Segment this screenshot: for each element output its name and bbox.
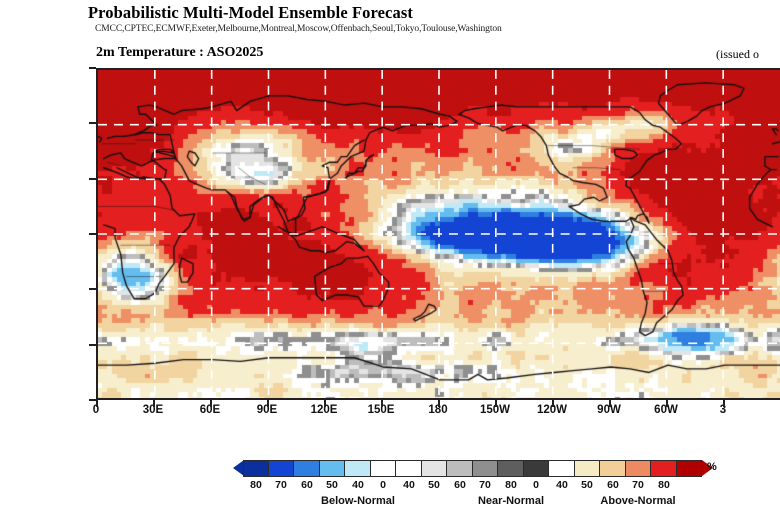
colorbar-tick-label: 0 xyxy=(533,479,539,491)
colorbar-tick-label: 70 xyxy=(275,479,287,491)
longitude-tick-mark xyxy=(153,400,155,407)
colorbar-swatch[interactable] xyxy=(549,460,575,477)
colorbar-group-label: Above-Normal xyxy=(600,495,676,507)
colorbar-tick-label: 60 xyxy=(454,479,466,491)
colorbar-swatch[interactable] xyxy=(370,460,396,477)
colorbar-swatch[interactable] xyxy=(600,460,626,477)
colorbar-tick-label: 50 xyxy=(326,479,338,491)
longitude-tick-mark xyxy=(723,400,725,407)
longitude-tick-label: 150W xyxy=(479,404,511,416)
latitude-tick-mark xyxy=(89,233,96,235)
colorbar-swatch[interactable] xyxy=(472,460,498,477)
colorbar-tick-label: 80 xyxy=(505,479,517,491)
colorbar-swatch[interactable] xyxy=(243,460,269,477)
colorbar-swatch[interactable] xyxy=(294,460,320,477)
colorbar-tick-label: 50 xyxy=(428,479,440,491)
colorbar-tick-label: 0 xyxy=(380,479,386,491)
colorbar-left-arrow xyxy=(233,460,244,476)
longitude-tick-label: 150E xyxy=(367,404,395,416)
colorbar-swatch[interactable] xyxy=(651,460,677,477)
probability-colorbar[interactable]: % 80 70 60 50 40 0 40 50 60 70 80 0 40 50 60 70 80 Below-… xyxy=(0,455,780,515)
longitude-tick-mark xyxy=(438,400,440,407)
longitude-tick-label: 120E xyxy=(310,404,338,416)
longitude-tick-label: 180 xyxy=(428,404,448,416)
world-map-plot[interactable] xyxy=(96,68,780,400)
colorbar-tick-label: 70 xyxy=(479,479,491,491)
colorbar-group-label: Below-Normal xyxy=(321,495,395,507)
latitude-tick-mark xyxy=(89,288,96,291)
colorbar-swatch[interactable] xyxy=(421,460,447,477)
latitude-tick-mark xyxy=(89,399,96,401)
colorbar-tick-label: 70 xyxy=(632,479,644,491)
longitude-tick-label: 3 xyxy=(719,404,727,416)
percent-unit-label: % xyxy=(707,461,717,473)
longitude-tick-label: 60E xyxy=(199,404,221,416)
longitude-tick-label: 30E xyxy=(142,404,164,416)
colorbar-swatch[interactable] xyxy=(345,460,371,477)
colorbar-swatches[interactable] xyxy=(243,460,702,477)
longitude-tick-label: 90W xyxy=(597,404,621,416)
colorbar-tick-label: 40 xyxy=(403,479,415,491)
colorbar-tick-label: 40 xyxy=(352,479,364,491)
latitude-tick-mark xyxy=(89,343,96,346)
probability-heatmap xyxy=(98,70,780,398)
colorbar-swatch[interactable] xyxy=(447,460,473,477)
colorbar-swatch[interactable] xyxy=(574,460,600,477)
longitude-tick-mark xyxy=(96,400,98,407)
longitude-tick-mark xyxy=(267,400,269,407)
contributing-centers-label: CMCC,CPTEC,ECMWF,Exeter,Melbourne,Montre… xyxy=(95,24,502,34)
colorbar-tick-label: 50 xyxy=(581,479,593,491)
longitude-tick-mark xyxy=(381,400,383,407)
colorbar-swatch[interactable] xyxy=(523,460,549,477)
latitude-tick-mark xyxy=(89,67,96,69)
longitude-tick-label: 90E xyxy=(256,404,278,416)
colorbar-swatch[interactable] xyxy=(498,460,524,477)
longitude-tick-mark xyxy=(495,400,497,407)
longitude-tick-mark xyxy=(552,400,554,407)
colorbar-tick-label: 80 xyxy=(658,479,670,491)
colorbar-swatch[interactable] xyxy=(625,460,651,477)
colorbar-swatch[interactable] xyxy=(396,460,422,477)
longitude-tick-mark xyxy=(666,400,668,407)
longitude-tick-label: 0 xyxy=(92,404,100,416)
longitude-tick-mark xyxy=(210,400,212,407)
colorbar-group-label: Near-Normal xyxy=(477,495,545,507)
latitude-tick-mark xyxy=(89,177,96,180)
longitude-tick-label: 120W xyxy=(536,404,568,416)
issued-date-label: (issued o xyxy=(716,47,759,61)
page-title: Probabilistic Multi-Model Ensemble Forec… xyxy=(88,3,413,22)
colorbar-right-arrow xyxy=(702,460,713,476)
longitude-tick-mark xyxy=(324,400,326,407)
latitude-tick-mark xyxy=(89,122,96,125)
colorbar-tick-label: 40 xyxy=(556,479,568,491)
colorbar-tick-label: 80 xyxy=(250,479,262,491)
colorbar-swatch[interactable] xyxy=(268,460,294,477)
colorbar-tick-label: 60 xyxy=(301,479,313,491)
colorbar-swatch[interactable] xyxy=(319,460,345,477)
colorbar-swatch[interactable] xyxy=(676,460,702,477)
colorbar-tick-label: 60 xyxy=(607,479,619,491)
longitude-tick-mark xyxy=(609,400,611,407)
longitude-tick-label: 60W xyxy=(654,404,678,416)
panel-title: 2m Temperature : ASO2025 xyxy=(96,45,264,60)
